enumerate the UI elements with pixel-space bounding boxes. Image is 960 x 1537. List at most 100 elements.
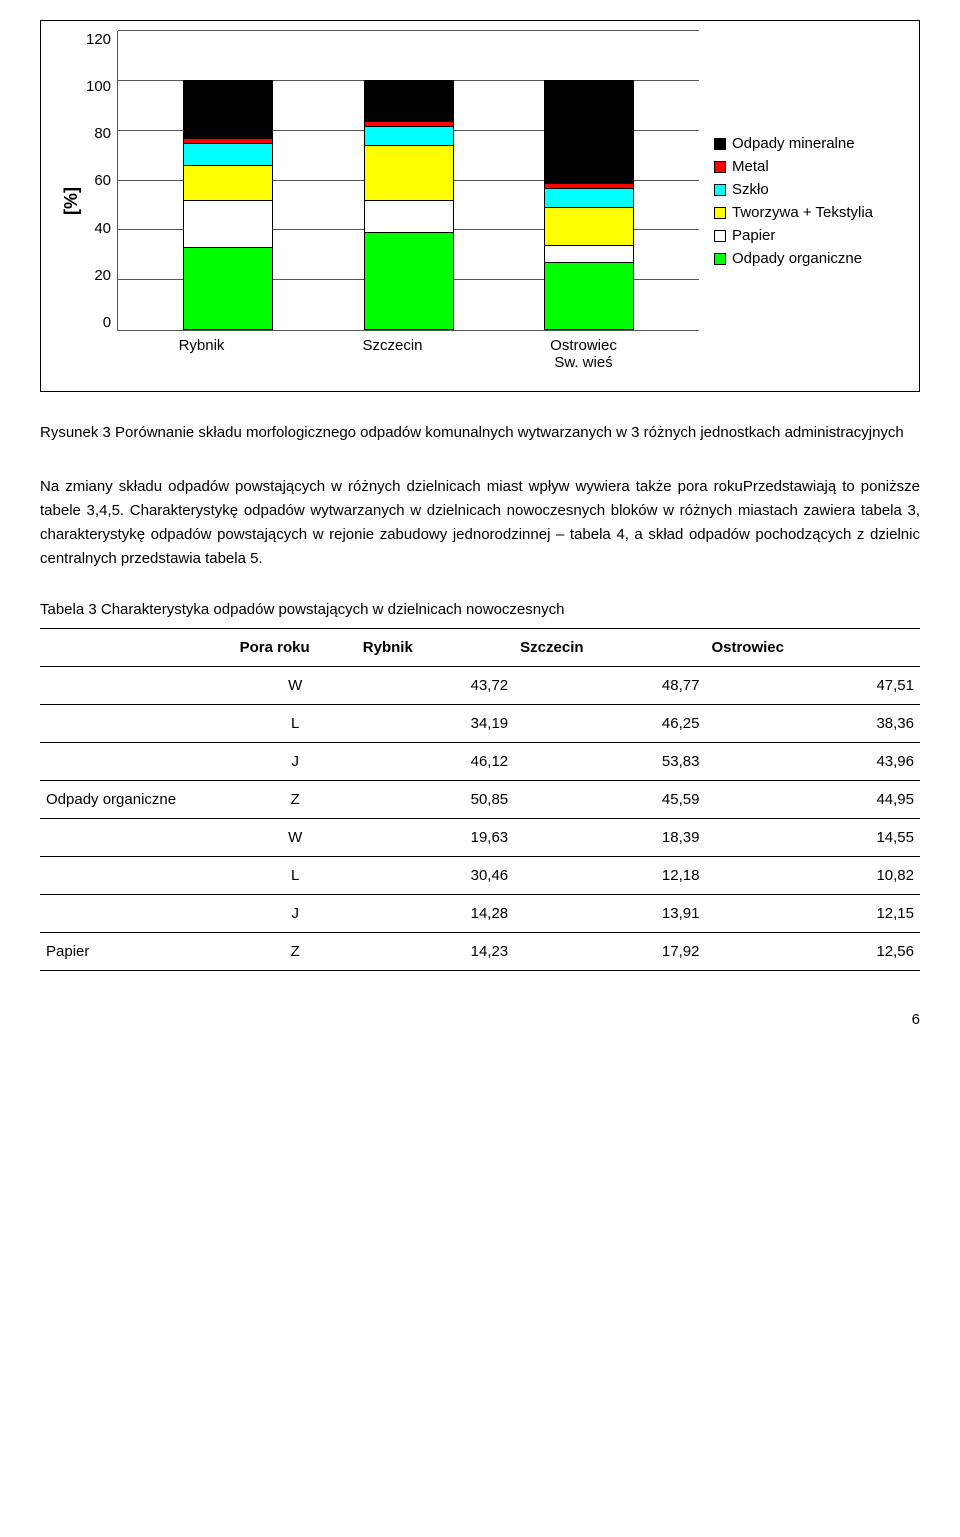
bar-segment-tworzywa [545,207,633,244]
y-tick: 100 [86,78,111,95]
table-value-cell: 53,83 [514,742,705,780]
data-table: Pora rokuRybnikSzczecinOstrowiec W43,724… [40,628,920,971]
legend-label: Papier [732,227,775,244]
bar-segment-organiczne [184,247,272,329]
stacked-bar [364,80,454,330]
table-header-cell: Rybnik [357,628,514,666]
stacked-bar [183,80,273,330]
table-value-cell: 45,59 [514,780,705,818]
bars-area [117,31,699,331]
table-title: Tabela 3 Charakterystyka odpadów powstaj… [40,601,920,618]
table-rowlabel-cell: Papier [40,932,234,970]
y-tick: 120 [86,31,111,48]
legend-swatch [714,184,726,196]
table-rowlabel-cell [40,856,234,894]
x-tick: Szczecin [348,337,438,371]
table-header-cell [40,628,234,666]
table-value-cell: 43,96 [705,742,920,780]
bar-segment-papier [365,200,453,232]
page-number: 6 [40,1011,920,1028]
table-season-cell: W [234,666,357,704]
legend-item: Szkło [714,181,899,198]
table-value-cell: 30,46 [357,856,514,894]
bar-segment-organiczne [545,262,633,329]
y-tick-labels: 120100806040200 [86,31,117,331]
table-row: J14,2813,9112,15 [40,894,920,932]
table-value-cell: 14,28 [357,894,514,932]
table-season-cell: J [234,742,357,780]
body-paragraph: Na zmiany składu odpadów powstających w … [40,475,920,571]
table-rowlabel-cell: Odpady organiczne [40,780,234,818]
bar-segment-papier [545,245,633,262]
table-value-cell: 48,77 [514,666,705,704]
table-season-cell: Z [234,932,357,970]
table-header-cell: Ostrowiec [705,628,920,666]
table-value-cell: 14,55 [705,818,920,856]
x-tick: Ostrowiec Sw. wieś [539,337,629,371]
legend-swatch [714,161,726,173]
table-value-cell: 17,92 [514,932,705,970]
plot-column: 120100806040200 RybnikSzczecinOstrowiec … [86,31,699,371]
legend-label: Tworzywa + Tekstylia [732,204,873,221]
y-tick: 40 [94,220,111,237]
table-value-cell: 43,72 [357,666,514,704]
ylabel-wrap: [%] [61,31,86,371]
bar-segment-tworzywa [365,145,453,200]
y-tick: 60 [94,172,111,189]
legend-item: Odpady organiczne [714,250,899,267]
table-value-cell: 38,36 [705,704,920,742]
bar-segment-szklo [365,126,453,146]
y-tick: 80 [94,125,111,142]
table-value-cell: 47,51 [705,666,920,704]
table-row: J46,1253,8343,96 [40,742,920,780]
table-header-cell: Szczecin [514,628,705,666]
table-value-cell: 10,82 [705,856,920,894]
legend-swatch [714,207,726,219]
legend-label: Odpady mineralne [732,135,855,152]
legend-swatch [714,253,726,265]
table-row: PapierZ14,2317,9212,56 [40,932,920,970]
table-season-cell: Z [234,780,357,818]
bar-segment-szklo [545,188,633,208]
chart-legend: Odpady mineralne Metal Szkło Tworzywa + Tek… [699,31,899,371]
plot-area: 120100806040200 [86,31,699,331]
table-value-cell: 46,25 [514,704,705,742]
stacked-bar [544,80,634,330]
legend-item: Odpady mineralne [714,135,899,152]
legend-label: Szkło [732,181,769,198]
table-season-cell: L [234,704,357,742]
table-rowlabel-cell [40,666,234,704]
legend-item: Papier [714,227,899,244]
table-header-cell: Pora roku [234,628,357,666]
table-row: L30,4612,1810,82 [40,856,920,894]
table-rowlabel-cell [40,818,234,856]
x-tick-labels: RybnikSzczecinOstrowiec Sw. wieś [86,331,699,371]
table-season-cell: L [234,856,357,894]
bar-segment-tworzywa [184,165,272,200]
table-value-cell: 12,18 [514,856,705,894]
table-value-cell: 19,63 [357,818,514,856]
legend-swatch [714,230,726,242]
table-row: Odpady organiczneZ50,8545,5944,95 [40,780,920,818]
table-body: W43,7248,7747,51L34,1946,2538,36J46,1253… [40,666,920,970]
table-season-cell: W [234,818,357,856]
y-tick: 0 [103,314,111,331]
table-row: W43,7248,7747,51 [40,666,920,704]
table-header-row: Pora rokuRybnikSzczecinOstrowiec [40,628,920,666]
table-row: W19,6318,3914,55 [40,818,920,856]
table-value-cell: 14,23 [357,932,514,970]
legend-label: Odpady organiczne [732,250,862,267]
bar-segment-szklo [184,143,272,165]
bar-segment-mineralne [545,81,633,183]
chart-container: [%] 120100806040200 RybnikSzczecinOstrow… [40,20,920,392]
table-value-cell: 34,19 [357,704,514,742]
table-rowlabel-cell [40,742,234,780]
legend-item: Metal [714,158,899,175]
table-value-cell: 18,39 [514,818,705,856]
bar-segment-papier [184,200,272,247]
table-rowlabel-cell [40,894,234,932]
legend-label: Metal [732,158,769,175]
bar-segment-mineralne [365,81,453,121]
gridline [118,30,699,31]
table-value-cell: 13,91 [514,894,705,932]
